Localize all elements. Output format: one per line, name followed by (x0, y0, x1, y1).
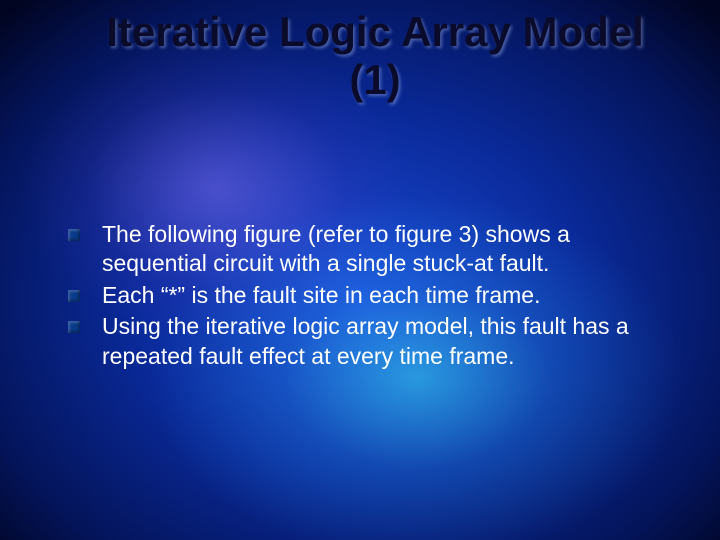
bullet-text: The following figure (refer to figure 3)… (102, 220, 680, 279)
list-item: Each “*” is the fault site in each time … (68, 281, 680, 310)
bullet-square-icon (68, 321, 80, 333)
list-item: The following figure (refer to figure 3)… (68, 220, 680, 279)
bullet-text: Using the iterative logic array model, t… (102, 312, 680, 371)
bullet-square-icon (68, 229, 80, 241)
slide-body: The following figure (refer to figure 3)… (68, 220, 680, 373)
list-item: Using the iterative logic array model, t… (68, 312, 680, 371)
bullet-square-icon (68, 290, 80, 302)
bullet-text: Each “*” is the fault site in each time … (102, 281, 680, 310)
slide-title: Iterative Logic Array Model (1) (90, 8, 660, 105)
slide: Iterative Logic Array Model (1) The foll… (0, 0, 720, 540)
